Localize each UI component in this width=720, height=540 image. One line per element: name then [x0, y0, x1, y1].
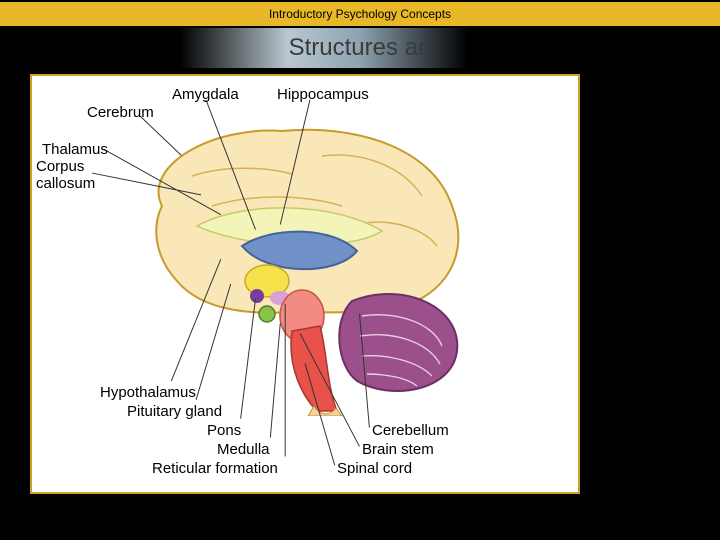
- diagram-card: Amygdala Hippocampus Cerebrum Thalamus C…: [30, 74, 580, 494]
- label-thalamus: Thalamus: [42, 141, 108, 158]
- header-band: Introductory Psychology Concepts: [0, 0, 720, 28]
- label-corpus-callosum: Corpus callosum: [36, 158, 95, 192]
- label-cerebellum: Cerebellum: [372, 422, 449, 439]
- label-pituitary: Pituitary gland: [127, 403, 222, 420]
- label-cerebrum: Cerebrum: [87, 104, 154, 121]
- brain-illustration: [102, 116, 512, 416]
- label-spinal-cord: Spinal cord: [337, 460, 412, 477]
- label-hippocampus: Hippocampus: [277, 86, 369, 103]
- label-brain-stem: Brain stem: [362, 441, 434, 458]
- label-pons: Pons: [207, 422, 241, 439]
- label-medulla: Medulla: [217, 441, 270, 458]
- label-amygdala: Amygdala: [172, 86, 239, 103]
- header-title: Introductory Psychology Concepts: [269, 7, 451, 21]
- label-reticular: Reticular formation: [152, 460, 278, 477]
- slide-title: Structures an: [0, 28, 720, 68]
- label-hypothalamus: Hypothalamus: [100, 384, 196, 401]
